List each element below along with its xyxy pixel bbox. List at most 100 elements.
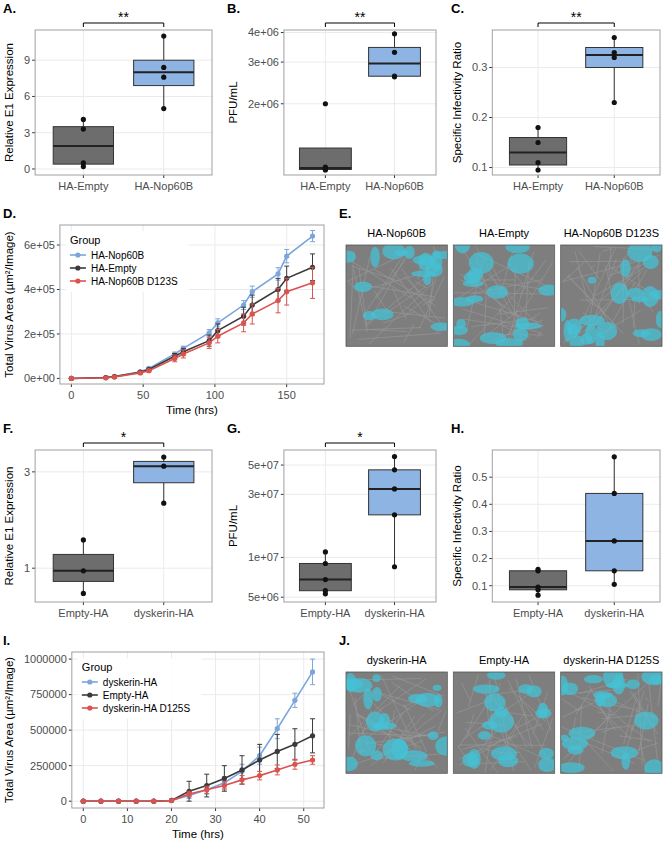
box bbox=[369, 470, 421, 515]
tick-label-y: 1e+07 bbox=[248, 551, 279, 563]
series-point bbox=[146, 368, 151, 373]
point bbox=[81, 591, 86, 596]
series-point bbox=[207, 340, 212, 345]
image-texture bbox=[349, 713, 351, 747]
image-texture bbox=[348, 259, 412, 299]
series-point bbox=[292, 742, 297, 747]
point bbox=[161, 65, 166, 70]
image-texture bbox=[404, 324, 414, 342]
series-point bbox=[98, 799, 103, 804]
series-point bbox=[310, 280, 315, 285]
legend-label: dyskerin-HA D125S bbox=[103, 703, 191, 714]
image-title: dyskerin-HA bbox=[367, 654, 428, 666]
legend-swatch-marker bbox=[75, 278, 80, 283]
legend: Groupdyskerin-HAEmpty-HAdyskerin-HA D125… bbox=[78, 658, 202, 719]
image-texture bbox=[392, 288, 406, 319]
grid-line-x bbox=[214, 225, 215, 384]
tick-label-x: Empty-HA bbox=[58, 607, 109, 619]
image-texture bbox=[658, 683, 661, 705]
series-point bbox=[169, 798, 174, 803]
marks bbox=[299, 31, 420, 172]
tick-label-y: 3 bbox=[24, 127, 30, 139]
image-texture bbox=[575, 251, 588, 301]
series-point bbox=[204, 787, 209, 792]
marks bbox=[69, 231, 315, 381]
image-texture bbox=[533, 692, 548, 734]
image-stain bbox=[585, 324, 598, 344]
series-line bbox=[71, 236, 312, 378]
series-point bbox=[169, 798, 174, 803]
point bbox=[392, 486, 397, 491]
series-point bbox=[151, 799, 156, 804]
figure: A.0369Relative E1 ExpressionHA-EmptyHA-N… bbox=[0, 0, 672, 862]
image-stain bbox=[411, 270, 436, 276]
point bbox=[612, 568, 617, 573]
legend-label: HA-Nop60B bbox=[91, 250, 145, 261]
axis-title-y: Total Virus Area (µm²/Image) bbox=[3, 231, 15, 378]
point bbox=[323, 588, 328, 593]
image-texture bbox=[376, 256, 409, 299]
point bbox=[161, 106, 166, 111]
panel-letter: G. bbox=[227, 421, 241, 436]
image-texture bbox=[537, 332, 540, 338]
series-point bbox=[69, 376, 74, 381]
image-texture bbox=[484, 288, 486, 336]
image-stain bbox=[515, 322, 542, 329]
image-stain bbox=[346, 678, 372, 693]
image-texture bbox=[590, 264, 596, 269]
image-stain bbox=[518, 684, 533, 694]
box bbox=[53, 127, 113, 164]
grid-line-y bbox=[35, 96, 212, 97]
image-texture bbox=[364, 285, 434, 297]
image-stain bbox=[487, 672, 506, 680]
point bbox=[81, 117, 86, 122]
tick-label-x: dyskerin-HA bbox=[365, 607, 426, 619]
error-bar bbox=[275, 734, 280, 768]
image-stain bbox=[579, 315, 605, 327]
axis-title-y: Relative E1 Expression bbox=[3, 43, 15, 162]
significance-label: * bbox=[357, 429, 363, 445]
image-stain bbox=[649, 290, 662, 299]
box bbox=[369, 47, 421, 76]
series-point bbox=[81, 799, 86, 804]
series-point bbox=[98, 799, 103, 804]
median bbox=[509, 152, 566, 154]
image-stain bbox=[372, 674, 380, 682]
panel-letter: I. bbox=[3, 633, 10, 648]
tick-label-x: 50 bbox=[298, 813, 310, 825]
plot-frame bbox=[284, 450, 436, 602]
series-point bbox=[116, 799, 121, 804]
error-bar bbox=[257, 771, 262, 780]
point bbox=[161, 501, 166, 506]
error-bar bbox=[181, 350, 186, 358]
point bbox=[323, 101, 328, 106]
series-point bbox=[116, 799, 121, 804]
image-texture bbox=[349, 685, 400, 736]
image-texture bbox=[533, 313, 540, 318]
image-tile bbox=[346, 245, 447, 346]
image-stain bbox=[568, 727, 595, 740]
tick-label-y: 5e+06 bbox=[248, 591, 279, 603]
series-point bbox=[204, 787, 209, 792]
legend-title: Group bbox=[82, 661, 113, 673]
tick-label-x: 40 bbox=[254, 813, 266, 825]
grid-line-y bbox=[492, 167, 660, 168]
panel-letter: J. bbox=[339, 633, 350, 648]
plot-background bbox=[492, 30, 660, 175]
image-stain bbox=[391, 739, 407, 760]
image-stain bbox=[480, 332, 507, 344]
grid-line-y bbox=[284, 557, 436, 558]
tick-label-x: Empty-HA bbox=[300, 607, 351, 619]
image-stain bbox=[620, 259, 631, 277]
image-stain bbox=[455, 245, 470, 253]
image-stain bbox=[506, 245, 530, 253]
tick-label-y: 750000 bbox=[30, 688, 67, 700]
significance-label: * bbox=[121, 429, 127, 445]
box bbox=[134, 60, 194, 85]
image-stain bbox=[462, 753, 479, 767]
significance-label: ** bbox=[118, 9, 129, 25]
image-stain bbox=[513, 327, 528, 341]
marks bbox=[53, 455, 194, 596]
tick-label-y: 3 bbox=[24, 466, 30, 478]
image-stain bbox=[463, 280, 484, 287]
